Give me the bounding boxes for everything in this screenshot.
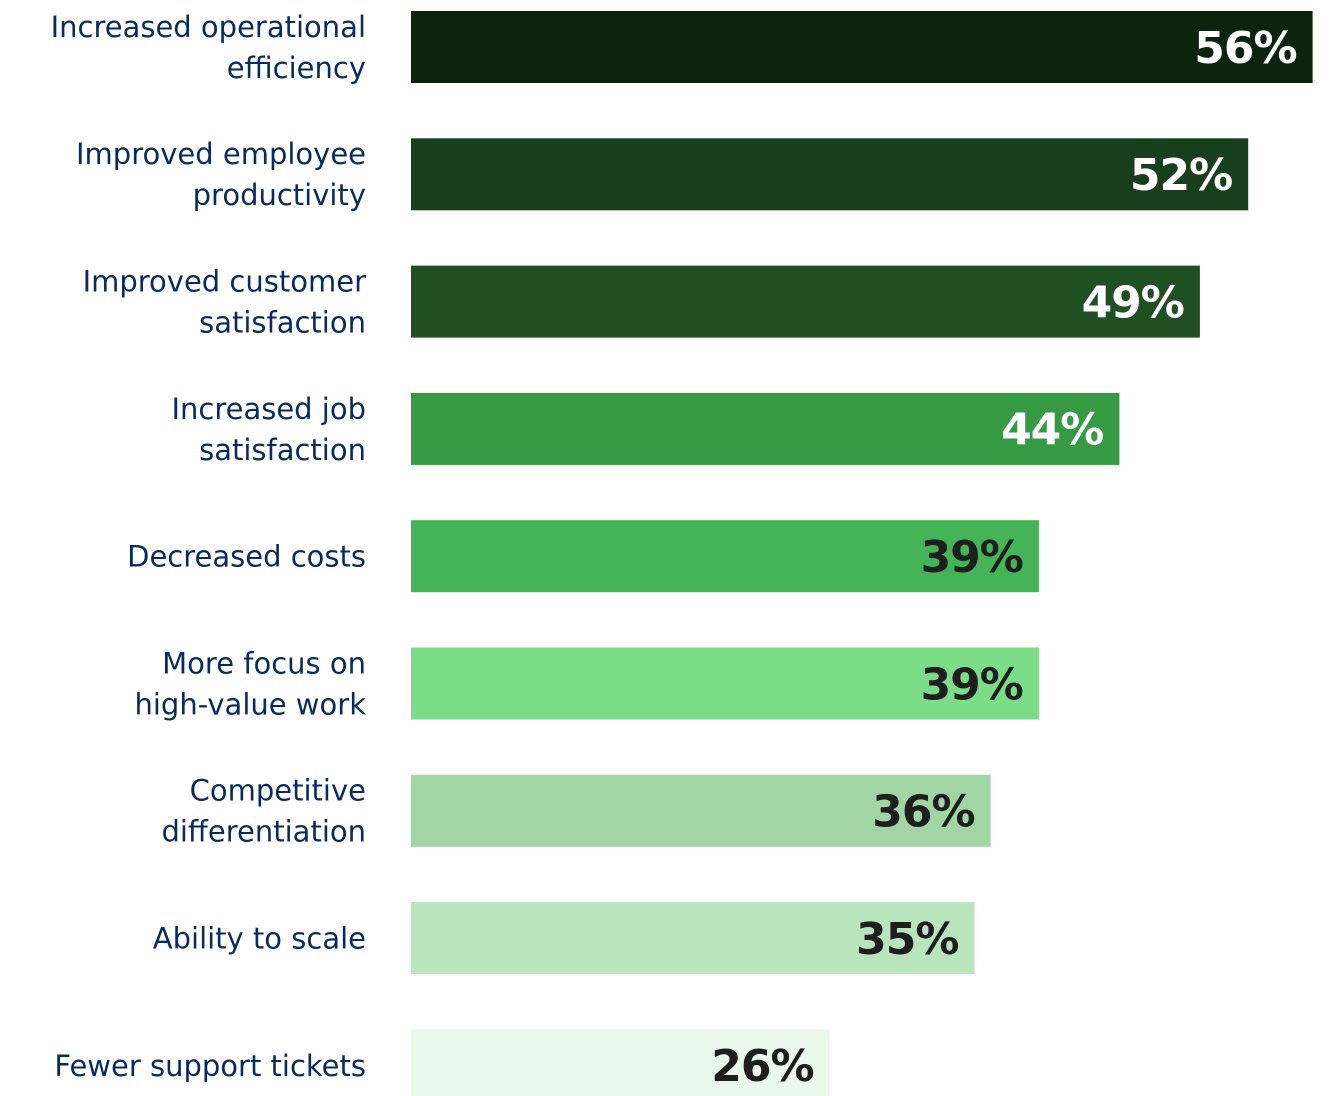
category-label-line: Competitive	[190, 774, 366, 808]
bar-value-label: 26%	[711, 1041, 813, 1092]
bar-value-label: 49%	[1082, 277, 1184, 328]
bar	[411, 1029, 830, 1096]
category-label: Decreased costs	[127, 540, 366, 574]
category-label-line: satisfaction	[199, 306, 366, 340]
bar	[411, 902, 975, 975]
category-label: Improved customer satisfaction	[83, 265, 367, 340]
bar	[411, 520, 1039, 593]
category-label: Improved employee productivity	[76, 137, 366, 212]
bar-value-label: 39%	[921, 659, 1023, 710]
category-label-line: Ability to scale	[153, 922, 366, 956]
bar-value-label: 52%	[1130, 150, 1232, 201]
bar	[411, 647, 1039, 720]
bar	[411, 774, 991, 847]
bar-value-label: 56%	[1194, 23, 1296, 74]
category-label: Competitive differentiation	[161, 774, 366, 849]
category-label-line: Increased job	[171, 392, 366, 426]
category-label-line: Decreased costs	[127, 540, 366, 574]
bar-value-label: 39%	[921, 532, 1023, 583]
bar-value-label: 35%	[856, 914, 958, 965]
category-label-line: Fewer support tickets	[54, 1049, 366, 1083]
bar-value-label: 36%	[872, 787, 974, 838]
category-label-line: Improved customer	[83, 265, 367, 299]
bar	[411, 138, 1249, 211]
category-label: Increased operational efficiency	[51, 10, 366, 85]
bar	[411, 392, 1120, 465]
category-label-line: efficiency	[227, 51, 366, 85]
category-label-line: Increased operational	[51, 10, 366, 44]
category-label-line: More focus on	[162, 646, 366, 680]
category-label-line: productivity	[193, 178, 366, 212]
category-label-line: differentiation	[161, 815, 366, 849]
category-label: Fewer support tickets	[54, 1049, 366, 1083]
category-label: Ability to scale	[153, 922, 366, 956]
bar	[411, 11, 1313, 83]
bar	[411, 265, 1200, 338]
category-label-line: Improved employee	[76, 137, 366, 171]
bar-value-label: 44%	[1001, 405, 1103, 456]
category-label: More focus on high-value work	[134, 646, 366, 721]
category-label-line: satisfaction	[199, 433, 366, 467]
category-label-line: high-value work	[134, 687, 366, 721]
category-label: Increased job satisfaction	[171, 392, 366, 467]
